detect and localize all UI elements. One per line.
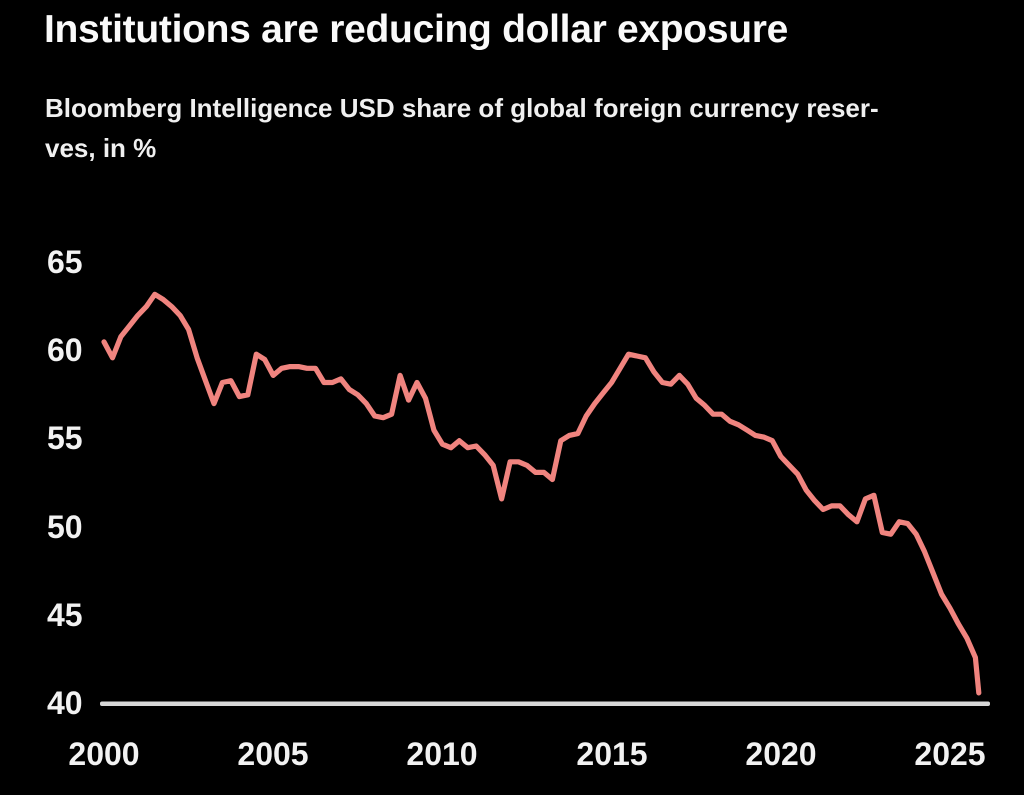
x-axis-tick-2005: 2005 [237,736,309,772]
y-axis-tick-45: 45 [47,597,83,633]
chart-subtitle-line-1: Bloomberg Intelligence USD share of glob… [45,93,879,123]
chart-subtitle-line-2: ves, in % [45,133,157,163]
chart-subtitle: Bloomberg Intelligence USD share of glob… [45,88,879,168]
y-axis-tick-50: 50 [47,509,83,545]
x-axis-tick-2015: 2015 [576,736,648,772]
x-axis-tick-2010: 2010 [406,736,478,772]
x-axis-tick-2020: 2020 [745,736,817,772]
x-axis-tick-2000: 2000 [68,736,140,772]
y-axis-tick-55: 55 [47,420,83,456]
y-axis-tick-60: 60 [47,332,83,368]
chart-title: Institutions are reducing dollar exposur… [44,8,789,51]
y-axis-tick-65: 65 [47,244,83,280]
y-axis-tick-40: 40 [47,685,83,721]
usd-share-line [101,291,982,696]
x-axis-tick-2025: 2025 [914,736,986,772]
x-axis-baseline [100,701,990,706]
